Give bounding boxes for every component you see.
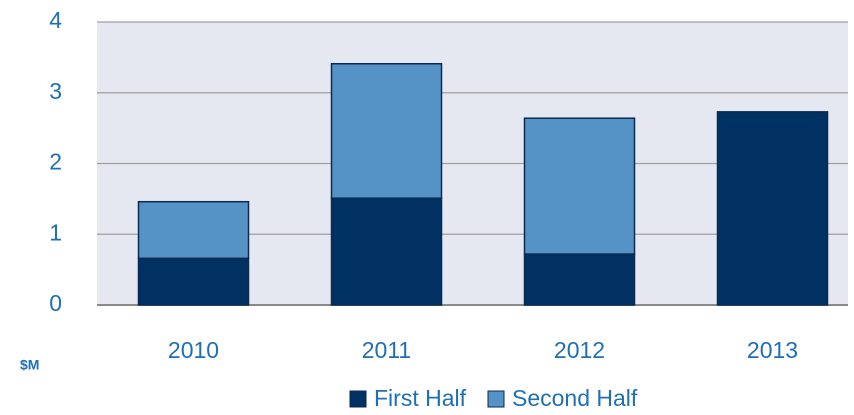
bar-segment xyxy=(716,111,829,306)
y-tick-label: 0 xyxy=(49,290,62,316)
legend-label: Second Half xyxy=(512,385,638,411)
x-tick-label: 2010 xyxy=(168,337,219,363)
x-tick-label: 2011 xyxy=(362,337,411,363)
x-tick-label: 2012 xyxy=(554,337,605,363)
bar-segment xyxy=(523,253,636,306)
bar-segment xyxy=(523,117,636,255)
legend-swatch xyxy=(487,390,505,408)
y-tick-label: 2 xyxy=(49,149,62,175)
y-tick-label: 3 xyxy=(49,78,62,104)
y-tick-label: 4 xyxy=(49,7,62,33)
bar-segment xyxy=(330,62,443,199)
bar-segment xyxy=(137,257,250,306)
bar-segment xyxy=(137,200,250,260)
x-tick-label: 2013 xyxy=(747,337,798,363)
legend-swatch xyxy=(349,390,367,408)
y-axis-unit: $M xyxy=(20,357,39,373)
legend-label: First Half xyxy=(374,385,467,411)
bar-segment xyxy=(330,197,443,306)
y-tick-label: 1 xyxy=(49,219,62,245)
